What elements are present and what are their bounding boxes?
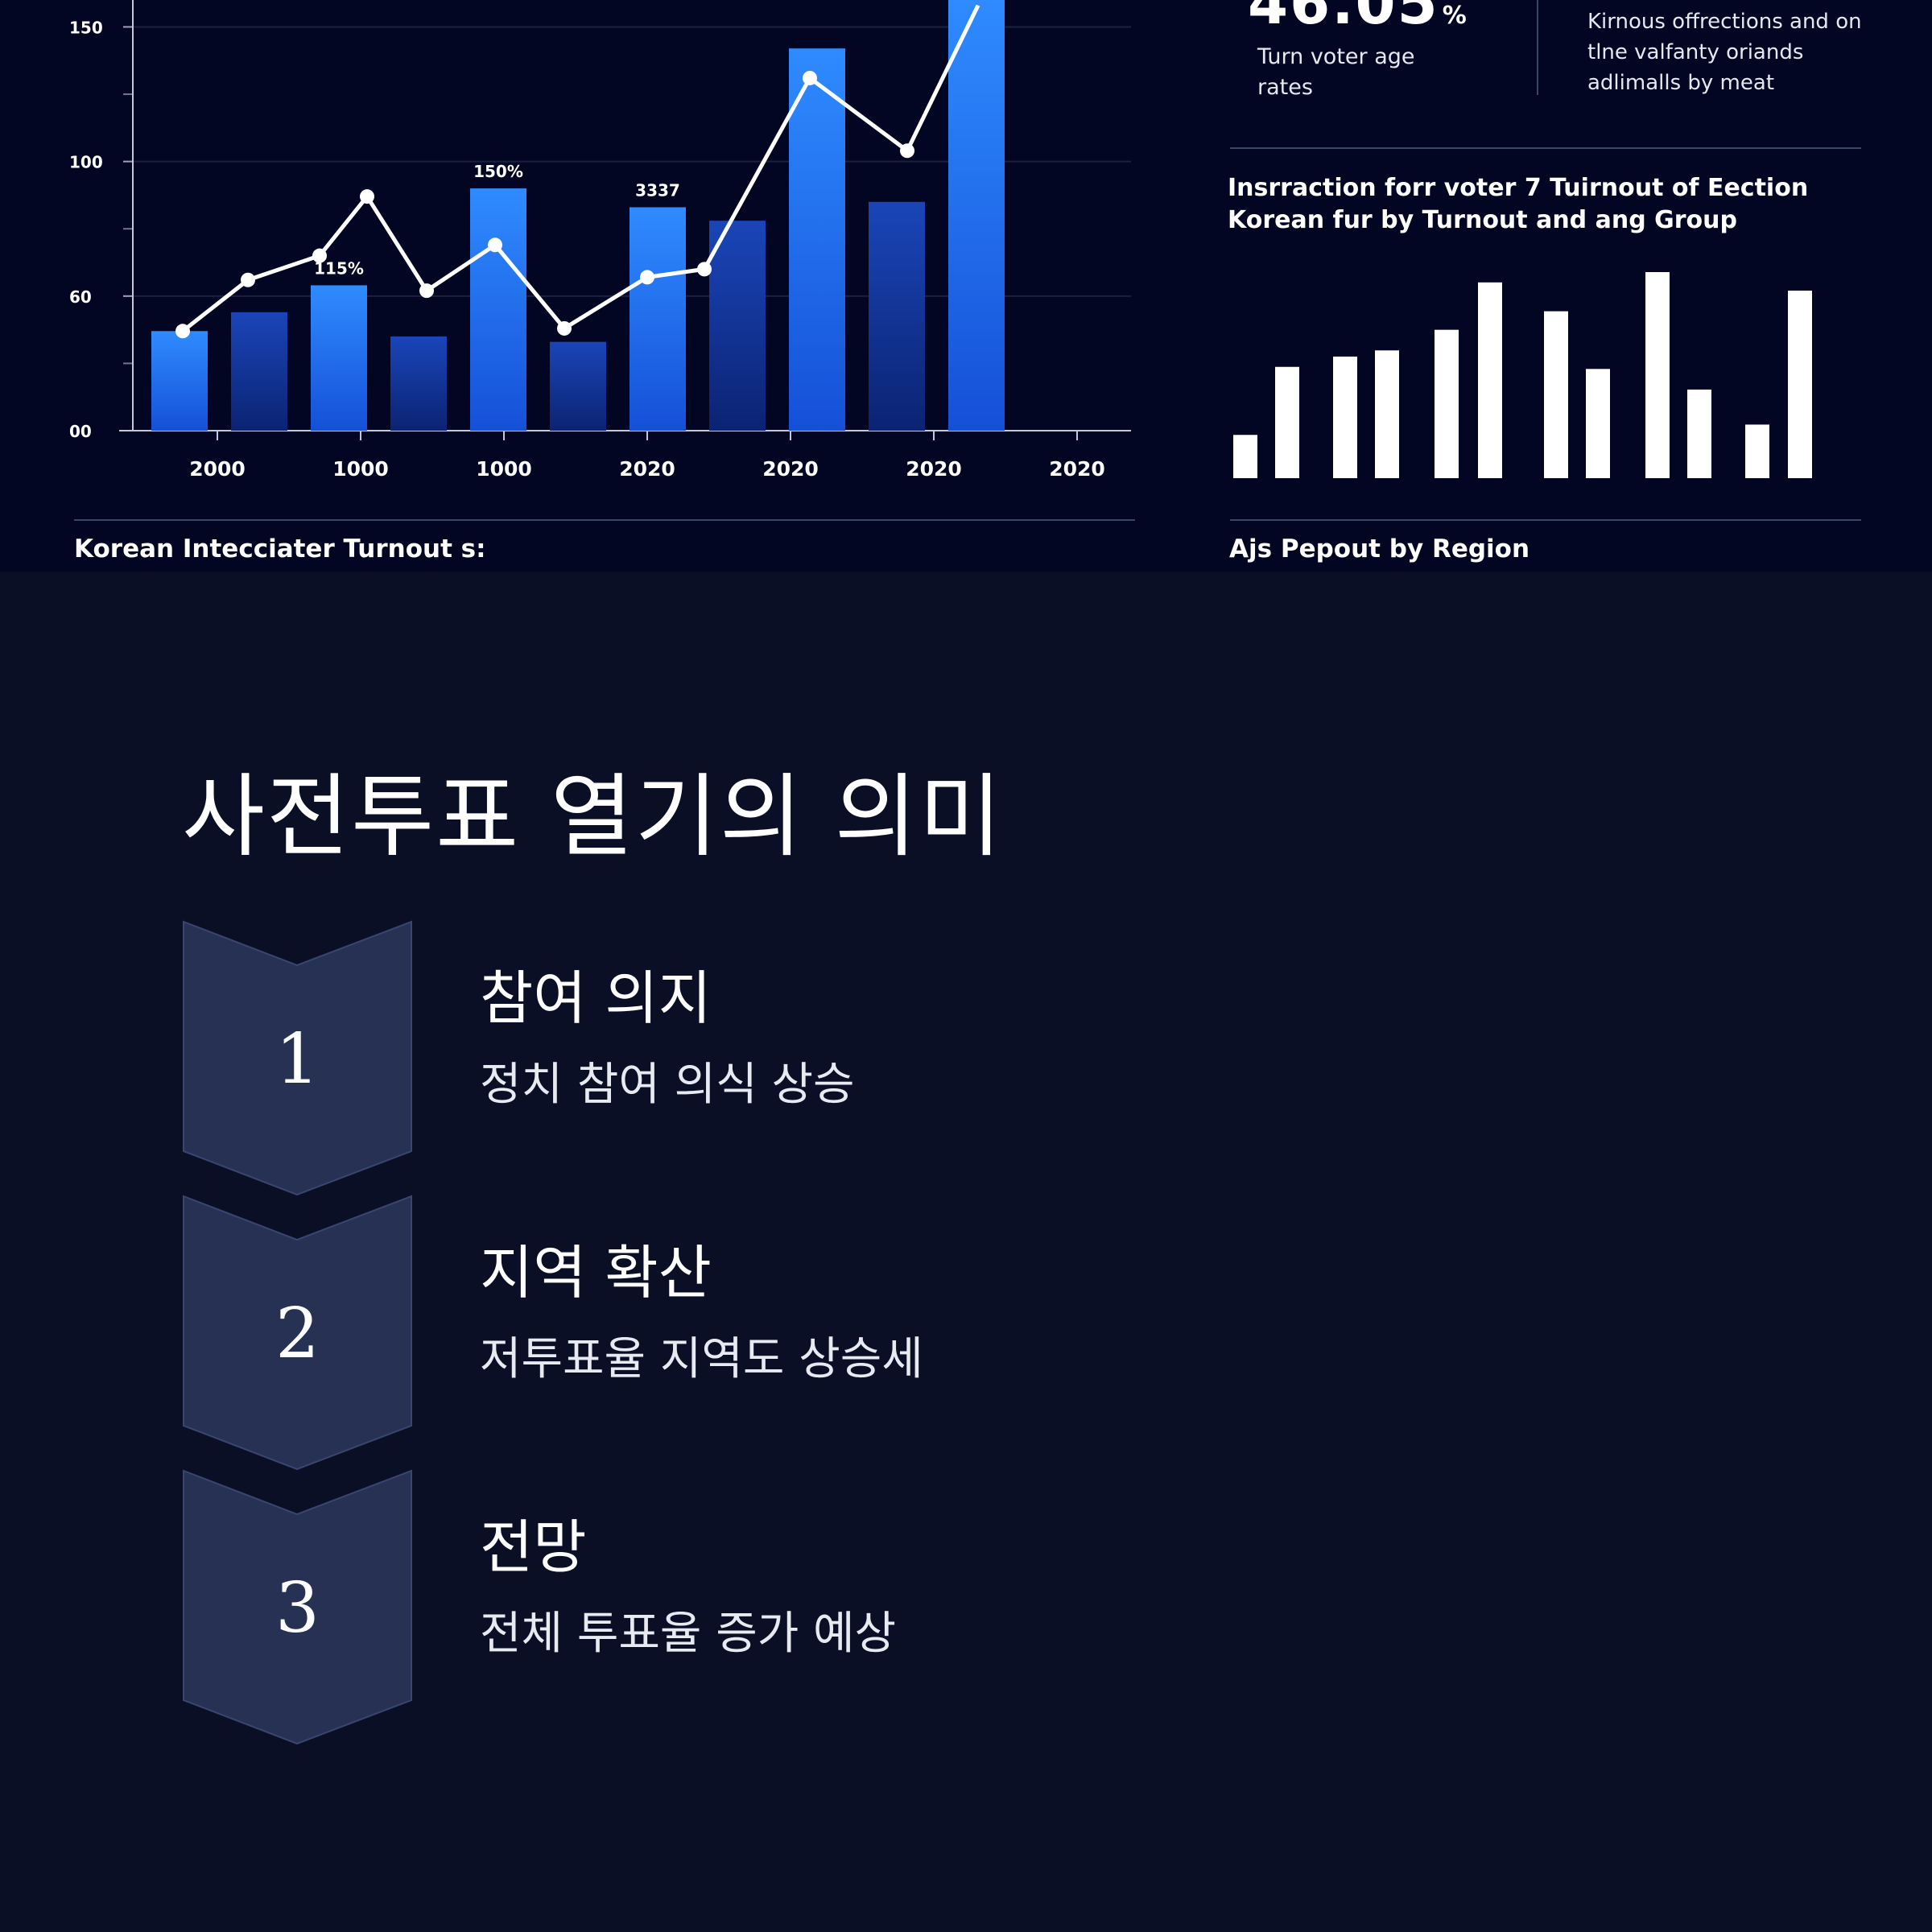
stat-description: Kirnous offrections and on tlne valfanty… [1587, 10, 1862, 95]
right-panel-title: Insrraction forr voter 7 Tuirnout of Eec… [1228, 174, 1809, 234]
bar-data-label: 3337 [635, 180, 680, 200]
series-line [181, 4, 980, 333]
bar [948, 0, 1005, 431]
y-tick-label: 60 [69, 287, 92, 307]
line-point [241, 272, 255, 287]
line-point [557, 320, 572, 336]
bar [709, 221, 766, 431]
step-number: 3 [275, 1567, 320, 1649]
line-point [697, 262, 712, 277]
step-2: 2 지역 확산 저투표율 지역도 상승세 [182, 1195, 1309, 1472]
x-tick-label: 1000 [332, 457, 389, 481]
bar [789, 48, 845, 431]
bar [151, 331, 208, 431]
bar [869, 201, 925, 431]
x-tick-label: 2000 [189, 457, 246, 481]
x-tick-label: 2020 [906, 457, 962, 481]
region-bar [1275, 366, 1299, 478]
region-bar [1233, 435, 1257, 478]
line-point [419, 283, 434, 299]
x-tick-label: 1000 [476, 457, 532, 481]
step-3: 3 전망 전체 투표율 증가 예상 [182, 1469, 1309, 1747]
chevron-shape [183, 920, 412, 1196]
bar [231, 312, 287, 431]
chevron-shape [183, 1195, 412, 1471]
left-chart-caption: Korean Intecciater Turnout s: [74, 535, 486, 564]
right-chart-caption: Ajs Pepout by Region [1229, 535, 1530, 564]
x-tick-label: 2020 [762, 457, 819, 481]
dashboard-image: 00 60 100 150 115% 150% 3337 2000 1000 1000 2020 20… [0, 0, 1932, 572]
step-description: 저투표율 지역도 상승세 [480, 1333, 923, 1385]
bar [390, 336, 447, 431]
line-point [640, 270, 654, 285]
bar [550, 341, 606, 431]
x-tick-label: 2020 [619, 457, 675, 481]
section-title: 사전투표 열기의 의미 [182, 765, 1004, 869]
step-title: 지역 확산 [480, 1239, 712, 1307]
step-title: 전망 [480, 1513, 587, 1581]
step-description: 전체 투표율 증가 예상 [480, 1608, 897, 1660]
x-tick-label: 2020 [1049, 457, 1105, 481]
step-1: 1 참여 의지 정치 참여 의식 상승 [182, 920, 1309, 1198]
line-point [360, 189, 374, 204]
bar [630, 207, 686, 431]
region-bar [1788, 291, 1812, 478]
y-tick-label: 150 [69, 18, 103, 37]
bar [470, 188, 526, 431]
line-point [488, 237, 502, 253]
stat-value: 46.05% [1248, 0, 1468, 37]
line-point [900, 143, 914, 159]
y-tick-label: 00 [69, 422, 92, 441]
line-point [175, 324, 190, 339]
region-bar-chart [1233, 272, 1812, 478]
stat-label: Turn voter age rates [1257, 44, 1415, 100]
y-tick-label: 100 [69, 153, 103, 172]
region-bar [1478, 282, 1502, 478]
region-bar [1544, 311, 1568, 478]
line-point [312, 248, 327, 263]
region-bar [1586, 369, 1610, 478]
step-number: 2 [275, 1293, 320, 1374]
region-bar [1687, 389, 1711, 478]
bar [311, 285, 367, 431]
region-bar [1645, 272, 1670, 478]
region-bar [1375, 350, 1399, 478]
step-title: 참여 의지 [480, 964, 712, 1032]
step-description: 정치 참여 의식 상승 [480, 1059, 855, 1111]
step-number: 1 [275, 1018, 320, 1100]
region-bar [1435, 329, 1459, 478]
region-bar [1333, 356, 1357, 478]
line-point [803, 70, 817, 85]
region-bar [1745, 424, 1769, 478]
chevron-shape [183, 1469, 412, 1745]
bar-data-label: 150% [473, 162, 523, 181]
